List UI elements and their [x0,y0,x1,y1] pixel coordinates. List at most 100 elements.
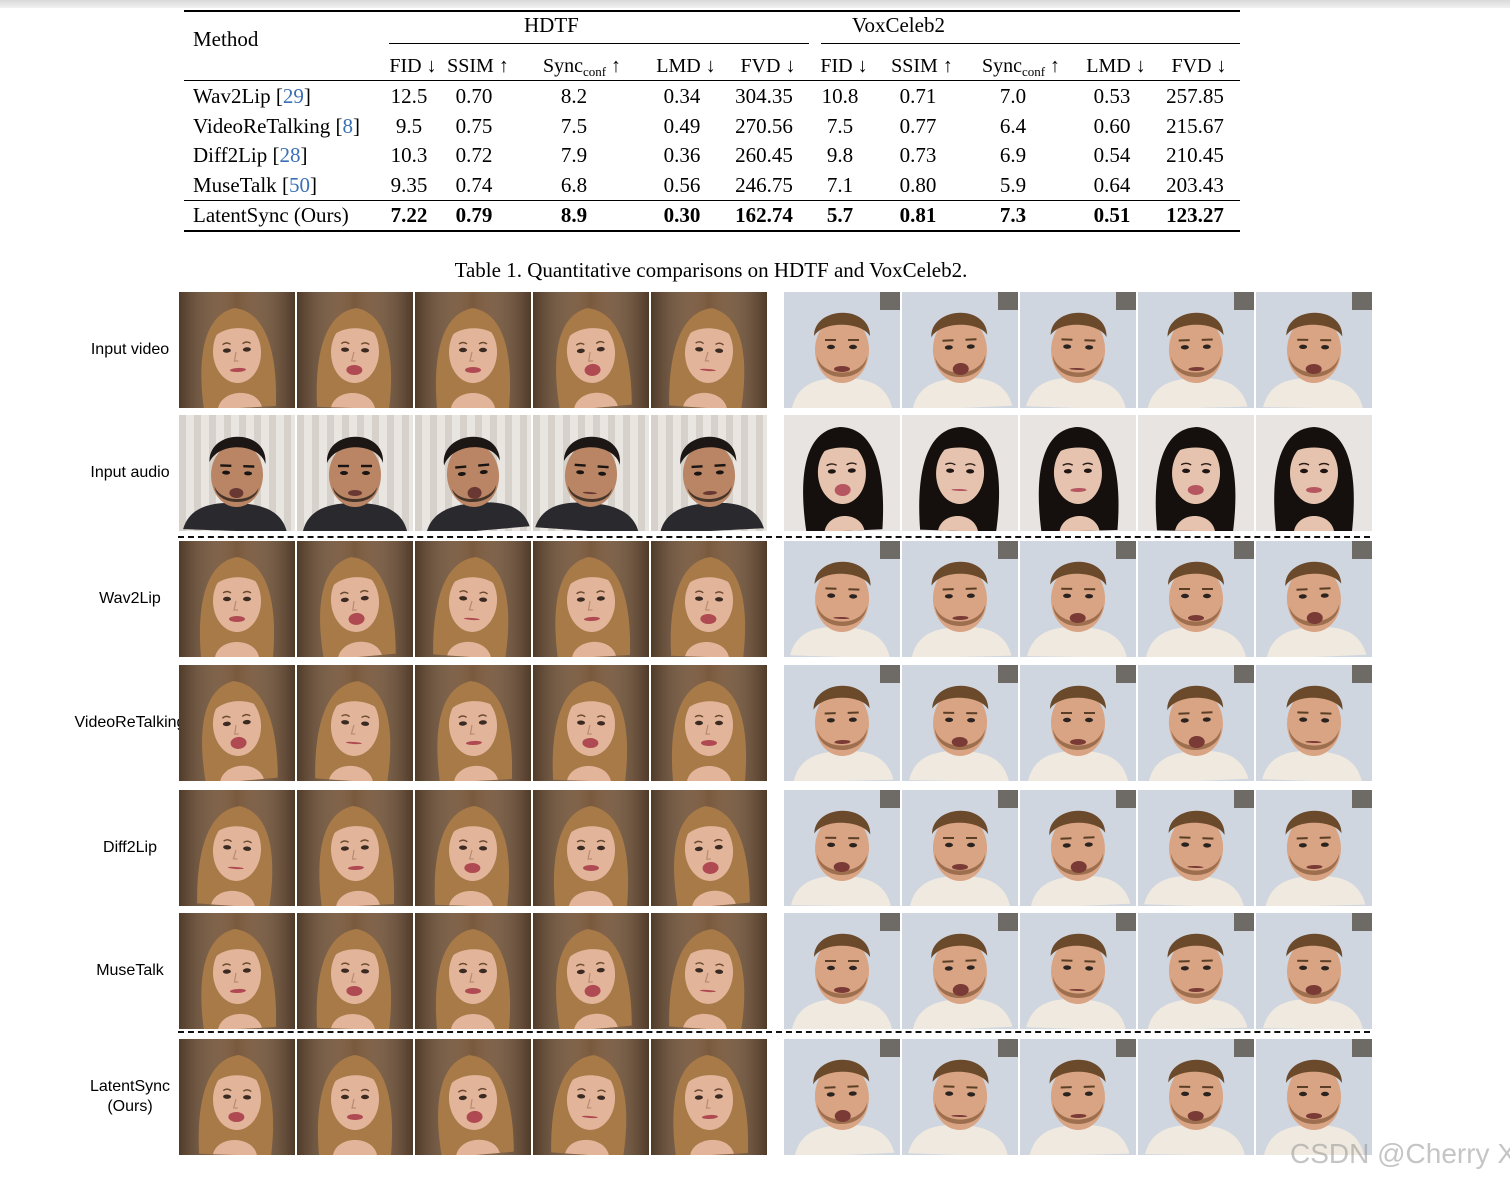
voxceleb2-frame-image [1020,665,1136,781]
table-cell: 203.43 [1166,173,1224,197]
hdtf-frame-image [415,665,531,781]
voxceleb2-frame-image [902,292,1018,408]
watermark: CSDN @Cherry Xie [1290,1138,1510,1169]
voxceleb2-frame-image [784,541,900,657]
table-cell: 123.27 [1166,203,1224,227]
hdtf-frame-image [179,790,295,906]
hdtf-frame-image [179,913,295,1029]
table-cell: 0.75 [455,114,493,138]
hdtf-frame-image [297,790,413,906]
voxceleb2-frame-image [902,541,1018,657]
column-header-lmd-voxceleb2: LMD ↓ [1086,55,1146,77]
hdtf-frame-image [651,790,767,906]
hdtf-frame-image [415,913,531,1029]
table-bottom-rule [184,230,1240,232]
grid-row-label: Diff2Lip [103,839,157,856]
hdtf-frame-image [533,790,649,906]
table-cell: 8.2 [560,84,588,108]
voxceleb2-frame-image [784,665,900,781]
grid-row-label: LatentSync (Ours) [89,1078,171,1115]
table-row-name: MuseTalk [50] [193,173,317,197]
column-header-lmd-hdtf: LMD ↓ [656,55,716,77]
hdtf-frame-image [533,541,649,657]
hdtf-frame-image [533,292,649,408]
table-cell: 0.56 [663,173,701,197]
table-cell: 9.5 [395,114,423,138]
voxceleb2-frame-image [1256,665,1372,781]
table-cell: 7.5 [826,114,854,138]
table-cell: 0.79 [455,203,493,227]
table-caption: Table 1. Quantitative comparisons on HDT… [454,258,968,282]
table-cell: 10.3 [390,143,428,167]
table-cell: 0.51 [1093,203,1131,227]
dashed-separator-inputs [178,536,1370,538]
voxceleb2-frame-image [1020,790,1136,906]
table-cell: 257.85 [1166,84,1224,108]
table-cell: 5.9 [999,173,1027,197]
voxceleb2-frame-image [902,913,1018,1029]
voxceleb2-frame-image [1256,1039,1372,1155]
hdtf-frame-image [415,292,531,408]
column-header-fvd-voxceleb2: FVD ↓ [1171,55,1227,77]
citation-link[interactable]: 50 [288,173,310,197]
voxceleb2-frame-image [1256,913,1372,1029]
table-row-name: LatentSync (Ours) [193,203,349,227]
table-cell: 0.49 [663,114,701,138]
voxceleb2-frame-image [1138,541,1254,657]
table-cell: 0.71 [899,84,937,108]
voxceleb2-frame-image [784,1039,900,1155]
header-bottom-rule [184,80,1240,82]
voxceleb2-frame-image [784,790,900,906]
hdtf-frame-image [297,913,413,1029]
voxceleb2-frame-image [1138,292,1254,408]
table-cell: 260.45 [735,143,793,167]
top-scroll-shadow [0,0,1510,8]
group-rule-voxceleb2 [821,43,1240,45]
citation-link[interactable]: 8 [342,114,354,138]
table-cell: 304.35 [735,84,793,108]
table-cell: 215.67 [1166,114,1224,138]
citation-link[interactable]: 28 [279,143,301,167]
hdtf-frame-image [651,913,767,1029]
table-cell: 7.0 [999,84,1027,108]
voxceleb2-frame-image [902,415,1018,531]
table-cell: 0.64 [1093,173,1131,197]
voxceleb2-frame-image [1138,790,1254,906]
method-header: Method [193,27,259,51]
table-row-name: VideoReTalking [8] [193,114,360,138]
voxceleb2-frame-image [1256,415,1372,531]
table-cell: 0.77 [899,114,937,138]
ours-separator-rule [184,200,1240,202]
table-cell: 0.54 [1093,143,1131,167]
hdtf-frame-image [179,292,295,408]
voxceleb2-frame-image [902,1039,1018,1155]
voxceleb2-frame-image [1020,913,1136,1029]
table-cell: 9.8 [826,143,854,167]
table-cell: 7.22 [390,203,428,227]
table-cell: 0.81 [899,203,937,227]
table-cell: 7.5 [560,114,588,138]
table-row-name: Diff2Lip [28] [193,143,308,167]
hdtf-frame-image [651,541,767,657]
table-cell: 9.35 [390,173,428,197]
grid-row-label: VideoReTalking [74,714,186,731]
voxceleb2-frame-image [784,415,900,531]
table-cell: 0.30 [663,203,701,227]
voxceleb2-frame-image [1138,415,1254,531]
grid-row-label: Input audio [90,464,170,481]
hdtf-frame-image [415,541,531,657]
voxceleb2-frame-image [1138,913,1254,1029]
table-cell: 10.8 [821,84,859,108]
grid-row-label: Wav2Lip [99,590,161,607]
voxceleb2-frame-image [902,665,1018,781]
hdtf-frame-image [179,415,295,531]
column-header-sync-hdtf: Syncconf ↑ [542,55,622,79]
table-cell: 12.5 [390,84,428,108]
hdtf-frame-image [297,292,413,408]
table-cell: 210.45 [1166,143,1224,167]
citation-link[interactable]: 29 [282,84,304,108]
table-cell: 0.70 [455,84,493,108]
hdtf-frame-image [651,415,767,531]
hdtf-frame-image [179,1039,295,1155]
voxceleb2-frame-image [1256,292,1372,408]
